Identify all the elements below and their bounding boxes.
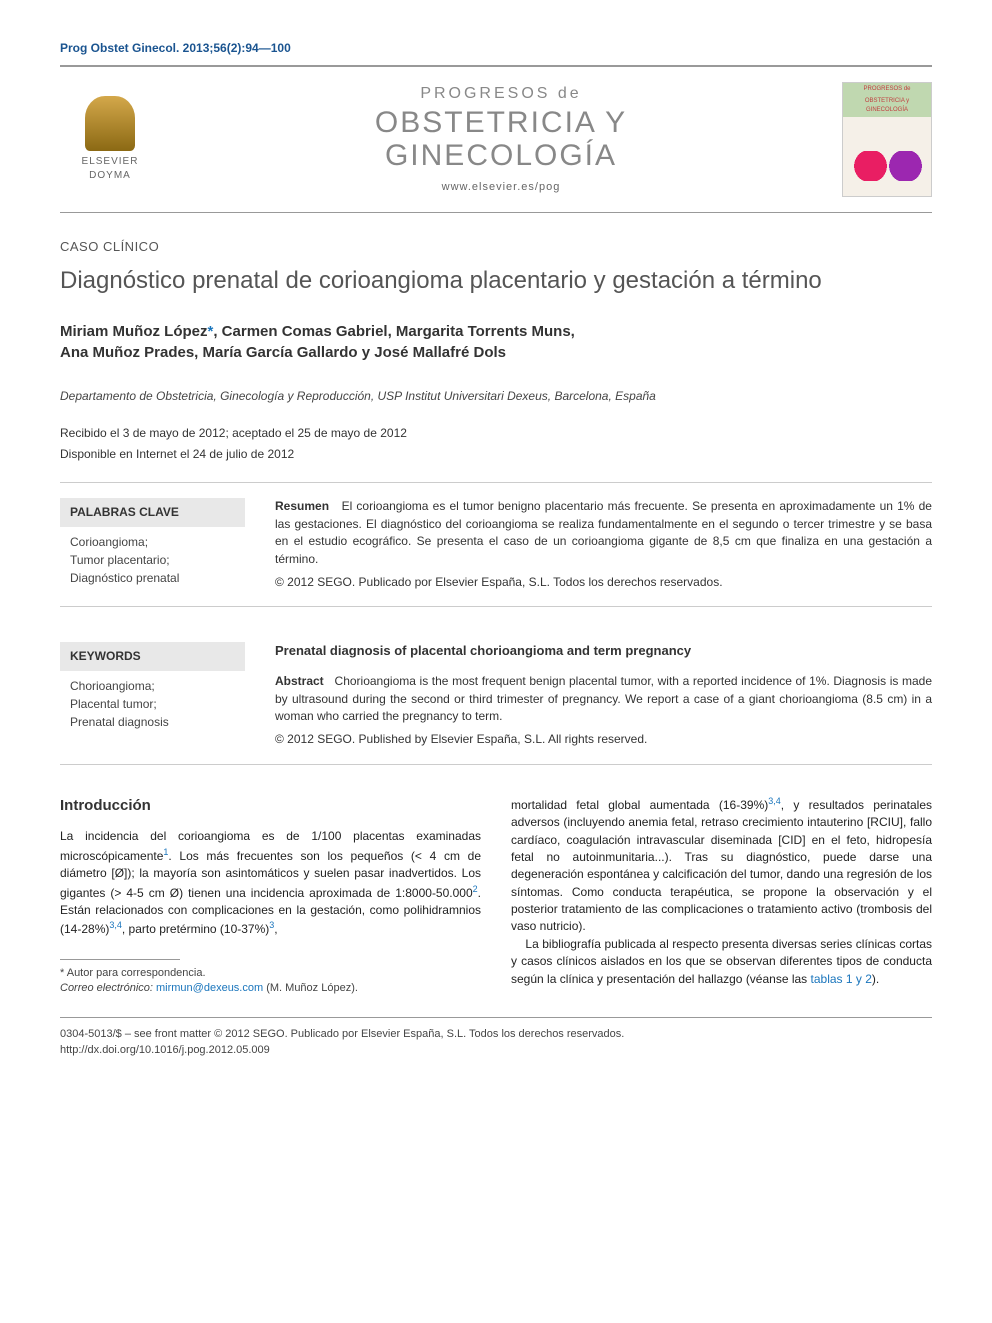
abstract-en-column: Prenatal diagnosis of placental chorioan… <box>260 627 932 763</box>
resumen-label: Resumen <box>275 499 329 513</box>
email-link[interactable]: mirmun@dexeus.com <box>156 982 263 994</box>
footer-issn: 0304-5013/$ – see front matter © 2012 SE… <box>60 1026 932 1043</box>
keywords-en-heading: KEYWORDS <box>60 642 245 671</box>
abstract-es-text: El corioangioma es el tumor benigno plac… <box>275 499 932 565</box>
journal-cover-thumbnail: PROGRESOS de OBSTETRICIA y GINECOLOGÍA <box>842 82 932 197</box>
abstract-label: Abstract <box>275 674 324 688</box>
journal-url[interactable]: www.elsevier.es/pog <box>160 180 842 195</box>
cover-thumb-pre: PROGRESOS de <box>843 83 931 95</box>
date-received: Recibido el 3 de mayo de 2012; aceptado … <box>60 425 932 442</box>
journal-title-block: PROGRESOS de OBSTETRICIA Y GINECOLOGÍA w… <box>160 83 842 195</box>
body-column-left: Introducción La incidencia del corioangi… <box>60 795 481 997</box>
journal-header: ELSEVIER DOYMA PROGRESOS de OBSTETRICIA … <box>60 82 932 197</box>
date-online: Disponible en Internet el 24 de julio de… <box>60 446 932 463</box>
authors-list: Miriam Muñoz López*, Carmen Comas Gabrie… <box>60 321 932 363</box>
article-type: CASO CLÍNICO <box>60 238 932 256</box>
copyright-en: © 2012 SEGO. Published by Elsevier Españ… <box>275 731 932 748</box>
intro-paragraph-1: La incidencia del corioangioma es de 1/1… <box>60 828 481 938</box>
footer-rule <box>60 1017 932 1018</box>
journal-title-line2: GINECOLOGÍA <box>160 139 842 172</box>
ref-3[interactable]: 3 <box>269 920 274 930</box>
footnote-rule <box>60 959 180 960</box>
elsevier-tree-icon <box>85 96 135 151</box>
journal-title-line1: OBSTETRICIA Y <box>160 106 842 139</box>
cover-thumb-title: OBSTETRICIA y GINECOLOGÍA <box>843 95 931 116</box>
header-divider <box>60 212 932 213</box>
citation-header: Prog Obstet Ginecol. 2013;56(2):94—100 <box>60 40 932 57</box>
header-rule <box>60 65 932 67</box>
journal-pretitle: PROGRESOS de <box>160 83 842 105</box>
ref-34a[interactable]: 3,4 <box>109 920 122 930</box>
abstract-es-column: Resumen El corioangioma es el tumor beni… <box>260 483 932 606</box>
keywords-es-list: Corioangioma; Tumor placentario; Diagnós… <box>60 531 245 589</box>
introduction-heading: Introducción <box>60 795 481 817</box>
keywords-es-column: PALABRAS CLAVE Corioangioma; Tumor place… <box>60 483 260 606</box>
body-column-right: mortalidad fetal global aumentada (16-39… <box>511 795 932 997</box>
abstract-spanish-block: PALABRAS CLAVE Corioangioma; Tumor place… <box>60 482 932 607</box>
affiliation: Departamento de Obstetricia, Ginecología… <box>60 388 932 405</box>
keywords-es-heading: PALABRAS CLAVE <box>60 498 245 527</box>
intro-paragraph-1-cont: mortalidad fetal global aumentada (16-39… <box>511 795 932 936</box>
publisher-logo: ELSEVIER DOYMA <box>60 94 160 184</box>
publisher-name-2: DOYMA <box>89 169 131 183</box>
intro-paragraph-2: La bibliografía publicada al respecto pr… <box>511 936 932 988</box>
keywords-en-list: Chorioangioma; Placental tumor; Prenatal… <box>60 675 245 733</box>
footnote-corresponding: * Autor para correspondencia. <box>60 966 481 981</box>
doi-link[interactable]: http://dx.doi.org/10.1016/j.pog.2012.05.… <box>60 1042 932 1059</box>
abstract-english-block: KEYWORDS Chorioangioma; Placental tumor;… <box>60 627 932 764</box>
footnote-email: Correo electrónico: mirmun@dexeus.com (M… <box>60 981 481 996</box>
cover-art-icon <box>853 151 923 181</box>
tables-link[interactable]: tablas 1 y 2 <box>811 972 872 986</box>
ref-34b[interactable]: 3,4 <box>768 796 781 806</box>
article-title: Diagnóstico prenatal de corioangioma pla… <box>60 266 932 296</box>
keywords-en-column: KEYWORDS Chorioangioma; Placental tumor;… <box>60 627 260 763</box>
body-columns: Introducción La incidencia del corioangi… <box>60 795 932 997</box>
corresponding-asterisk: * <box>208 323 214 340</box>
publisher-name-1: ELSEVIER <box>82 155 139 169</box>
english-title: Prenatal diagnosis of placental chorioan… <box>275 642 932 661</box>
abstract-en-text: Chorioangioma is the most frequent benig… <box>275 674 932 723</box>
copyright-es: © 2012 SEGO. Publicado por Elsevier Espa… <box>275 574 932 591</box>
